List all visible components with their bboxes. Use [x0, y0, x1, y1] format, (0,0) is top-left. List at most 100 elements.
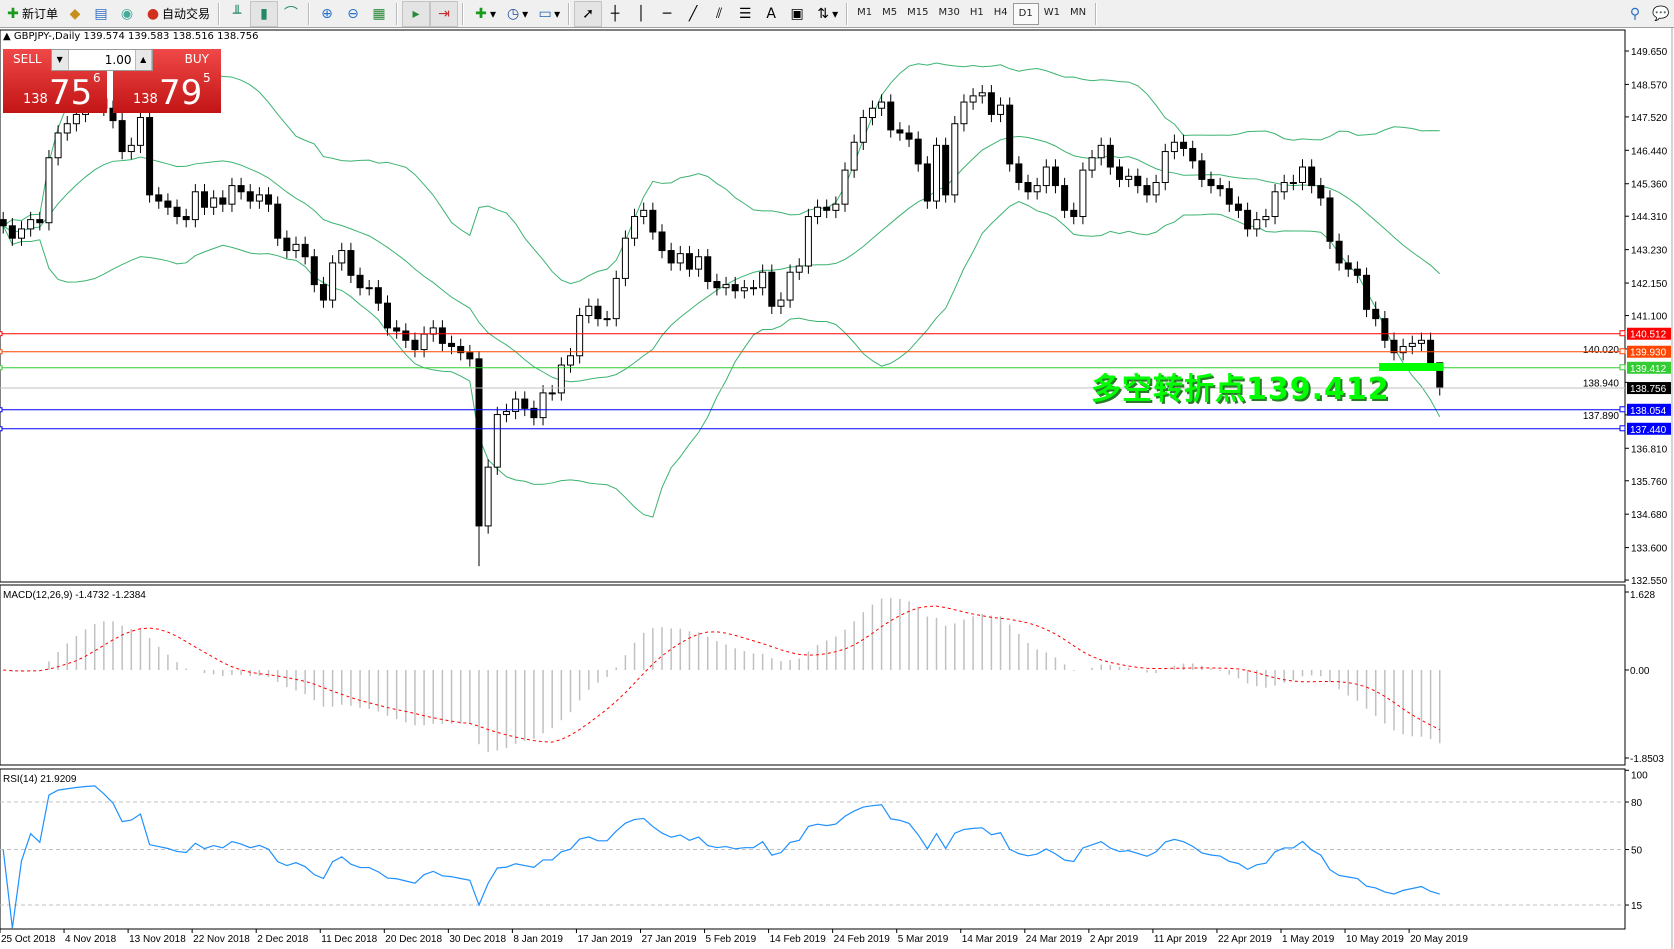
market-watch-button[interactable]: ◆ [62, 2, 88, 26]
search-button[interactable]: ⚲ [1622, 2, 1648, 26]
bearish-candle [274, 203, 282, 239]
price-label-bg [1627, 361, 1671, 374]
new-order-button[interactable]: ✚ 新订单 [0, 2, 62, 26]
bearish-candle [1116, 166, 1123, 180]
channel-button[interactable]: ⫽ [706, 2, 732, 26]
clock-icon: ◷ [506, 5, 520, 22]
bearish-candle [942, 144, 950, 196]
bullish-candle [1399, 345, 1407, 354]
rsi-tick-label: 50 [1631, 846, 1643, 857]
macd-pane-frame [0, 584, 1626, 766]
vertical-line-button[interactable]: │ [628, 2, 654, 26]
periods-button[interactable]: ◷ ▾ [500, 2, 532, 26]
bullish-candle [750, 287, 757, 290]
separator [396, 2, 399, 25]
cursor-button[interactable]: ➚ [574, 0, 603, 27]
bullish-candle [191, 191, 199, 221]
bullish-candle [740, 287, 748, 292]
bearish-candle [466, 352, 474, 360]
timeframe-mn[interactable]: MN [1069, 6, 1087, 18]
signals-button[interactable]: ◉ [114, 2, 140, 26]
line-anchor [0, 407, 3, 413]
bullish-candle [969, 95, 977, 103]
text-button[interactable]: A [758, 2, 784, 26]
timeframe-h1[interactable]: H1 [969, 6, 984, 18]
bearish-candle [1015, 163, 1023, 183]
timeframe-w1[interactable]: W1 [1043, 6, 1060, 18]
bearish-candle [713, 281, 721, 289]
trendline-button[interactable]: ╱ [680, 2, 706, 26]
candle-chart-button[interactable]: ▮ [250, 0, 279, 27]
chart-window[interactable]: 149.650 148.570 147.520 146.440 145.360 144.3… [0, 28, 1674, 949]
templates-button[interactable]: ▭ ▾ [532, 2, 564, 26]
bullish-candle [255, 194, 263, 202]
rsi-label: RSI(14) 21.9209 [3, 774, 77, 785]
bearish-candle [319, 284, 327, 301]
rsi-tick-label: 100 [1631, 770, 1648, 781]
separator [846, 2, 849, 25]
chat-button[interactable]: 💬 [1648, 2, 1674, 26]
bullish-candle [493, 414, 501, 468]
crosshair-button[interactable]: ┼ [602, 2, 628, 26]
auto-trade-button[interactable]: ● 自动交易 [140, 2, 214, 26]
bullish-candle [868, 107, 876, 119]
bullish-candle [228, 185, 236, 205]
bullish-candle [1417, 339, 1425, 344]
zoom-in-button[interactable]: ⊕ [314, 2, 340, 26]
line-chart-icon: ⌒ [284, 5, 299, 22]
line-anchor [1619, 348, 1626, 355]
bearish-candle [1225, 188, 1233, 205]
lot-decrease-button[interactable]: ▼ [52, 50, 69, 70]
lot-increase-button[interactable]: ▲ [134, 50, 152, 70]
price-tick-label: 132.550 [1631, 576, 1668, 587]
timeframe-m15[interactable]: M15 [907, 6, 929, 18]
bullish-candle [365, 287, 373, 290]
horizontal-line-button[interactable]: ─ [654, 2, 680, 26]
bearish-candle [1143, 185, 1151, 196]
bearish-candle [1216, 185, 1224, 190]
chart-shift-button[interactable]: ⇥ [430, 0, 459, 27]
auto-scroll-button[interactable]: ▸ [402, 0, 431, 27]
timeframe-m30[interactable]: M30 [938, 6, 960, 18]
price-tick-label: 136.810 [1631, 444, 1668, 455]
rsi-pane-frame [0, 768, 1626, 930]
line-chart-button[interactable]: ⌒ [278, 2, 304, 26]
line-anchor [1619, 364, 1626, 371]
rsi-tick-label: 80 [1631, 798, 1643, 809]
bearish-candle [768, 271, 776, 307]
bullish-candle [18, 228, 25, 239]
timeframe-h4[interactable]: H4 [993, 6, 1008, 18]
timeframe-m5[interactable]: M5 [882, 6, 898, 18]
bearish-candle [283, 237, 291, 252]
date-label: 24 Mar 2019 [1026, 934, 1083, 945]
price-tick-label: 149.650 [1631, 47, 1668, 58]
navigator-button[interactable]: ▤ [88, 2, 114, 26]
zoom-out-button[interactable]: ⊖ [340, 2, 366, 26]
bar-chart-icon: ╨ [232, 5, 242, 22]
bar-chart-button[interactable]: ╨ [224, 2, 250, 26]
bullish-candle [676, 253, 684, 264]
indicators-button[interactable]: ✚ ▾ [468, 2, 500, 26]
lot-size-input[interactable] [68, 50, 135, 70]
price-label-bg [1627, 382, 1671, 395]
timeframe-m1[interactable]: M1 [857, 6, 873, 18]
bullish-candle [1125, 175, 1133, 180]
price-tick-label: 146.440 [1631, 146, 1668, 157]
bearish-candle [155, 194, 163, 202]
fibonacci-button[interactable]: ☰ [732, 2, 758, 26]
auto-trade-icon: ● [146, 5, 160, 22]
search-icon: ⚲ [1629, 5, 1641, 22]
bullish-candle [1262, 216, 1270, 221]
bearish-candle [411, 339, 419, 351]
collapse-icon[interactable]: ▲ [3, 31, 11, 42]
bullish-candle [1408, 342, 1416, 347]
lot-size-stepper[interactable]: ▼ ▲ [51, 49, 153, 71]
text-label-button[interactable]: ▣ [784, 2, 810, 26]
arrows-button[interactable]: ⇅ ▾ [810, 2, 842, 26]
timeframe-d1[interactable]: D1 [1012, 2, 1039, 25]
tile-windows-button[interactable]: ▦ [366, 2, 392, 26]
bullish-candle [1289, 181, 1297, 184]
bullish-candle [612, 277, 620, 320]
sell-label: SELL [13, 52, 42, 66]
date-label: 11 Apr 2019 [1154, 934, 1208, 945]
